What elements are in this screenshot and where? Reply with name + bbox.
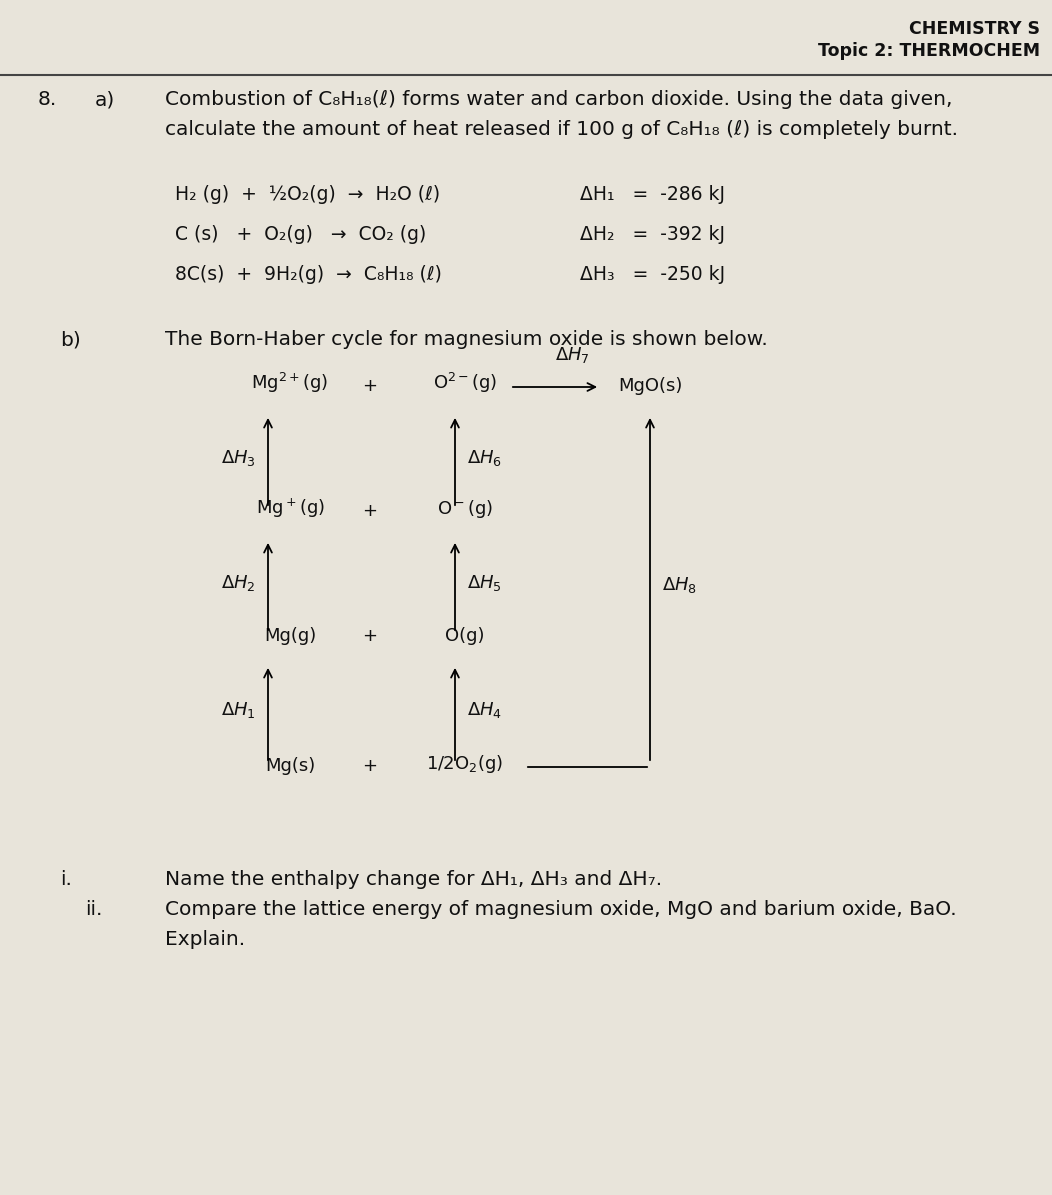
Text: ΔH₁   =  -286 kJ: ΔH₁ = -286 kJ bbox=[580, 185, 725, 204]
Text: C (s)   +  O₂(g)   →  CO₂ (g): C (s) + O₂(g) → CO₂ (g) bbox=[175, 225, 426, 244]
Text: ΔH₃   =  -250 kJ: ΔH₃ = -250 kJ bbox=[580, 265, 725, 284]
Text: Combustion of C₈H₁₈(ℓ) forms water and carbon dioxide. Using the data given,: Combustion of C₈H₁₈(ℓ) forms water and c… bbox=[165, 90, 952, 109]
Text: +: + bbox=[363, 502, 378, 520]
Text: i.: i. bbox=[60, 870, 72, 889]
Text: The Born-Haber cycle for magnesium oxide is shown below.: The Born-Haber cycle for magnesium oxide… bbox=[165, 330, 768, 349]
Text: H₂ (g)  +  ½O₂(g)  →  H₂O (ℓ): H₂ (g) + ½O₂(g) → H₂O (ℓ) bbox=[175, 185, 440, 204]
Text: Topic 2: THERMOCHEM: Topic 2: THERMOCHEM bbox=[817, 42, 1040, 60]
Text: O(g): O(g) bbox=[445, 627, 485, 645]
Text: 8C(s)  +  9H₂(g)  →  C₈H₁₈ (ℓ): 8C(s) + 9H₂(g) → C₈H₁₈ (ℓ) bbox=[175, 265, 442, 284]
Text: $\Delta H_2$: $\Delta H_2$ bbox=[221, 572, 256, 593]
Text: Name the enthalpy change for ΔH₁, ΔH₃ and ΔH₇.: Name the enthalpy change for ΔH₁, ΔH₃ an… bbox=[165, 870, 662, 889]
Text: calculate the amount of heat released if 100 g of C₈H₁₈ (ℓ) is completely burnt.: calculate the amount of heat released if… bbox=[165, 120, 958, 139]
Text: ΔH₂   =  -392 kJ: ΔH₂ = -392 kJ bbox=[580, 225, 725, 244]
Text: +: + bbox=[363, 756, 378, 776]
Text: Mg$^+$(g): Mg$^+$(g) bbox=[256, 497, 324, 520]
Text: CHEMISTRY S: CHEMISTRY S bbox=[909, 20, 1040, 38]
Text: Mg(s): Mg(s) bbox=[265, 756, 316, 776]
Text: $\Delta H_1$: $\Delta H_1$ bbox=[221, 700, 256, 721]
Text: 8.: 8. bbox=[38, 90, 57, 109]
Text: ii.: ii. bbox=[85, 900, 102, 919]
Text: Compare the lattice energy of magnesium oxide, MgO and barium oxide, BaO.: Compare the lattice energy of magnesium … bbox=[165, 900, 956, 919]
Text: Mg(g): Mg(g) bbox=[264, 627, 316, 645]
Text: $\Delta H_8$: $\Delta H_8$ bbox=[662, 575, 697, 595]
Text: $\Delta H_7$: $\Delta H_7$ bbox=[555, 345, 590, 364]
Text: b): b) bbox=[60, 330, 81, 349]
Text: O$^{2-}$(g): O$^{2-}$(g) bbox=[432, 370, 498, 396]
Text: +: + bbox=[363, 376, 378, 396]
Text: +: + bbox=[363, 627, 378, 645]
Text: $\Delta H_3$: $\Delta H_3$ bbox=[221, 447, 256, 467]
Text: 1/2O$_2$(g): 1/2O$_2$(g) bbox=[426, 753, 504, 776]
Text: $\Delta H_6$: $\Delta H_6$ bbox=[467, 447, 502, 467]
Text: Mg$^{2+}$(g): Mg$^{2+}$(g) bbox=[251, 370, 328, 396]
Text: O$^-$(g): O$^-$(g) bbox=[437, 498, 493, 520]
Text: $\Delta H_5$: $\Delta H_5$ bbox=[467, 572, 502, 593]
Text: $\Delta H_4$: $\Delta H_4$ bbox=[467, 700, 502, 721]
Text: a): a) bbox=[95, 90, 116, 109]
Text: Explain.: Explain. bbox=[165, 930, 245, 949]
Text: MgO(s): MgO(s) bbox=[618, 376, 682, 396]
